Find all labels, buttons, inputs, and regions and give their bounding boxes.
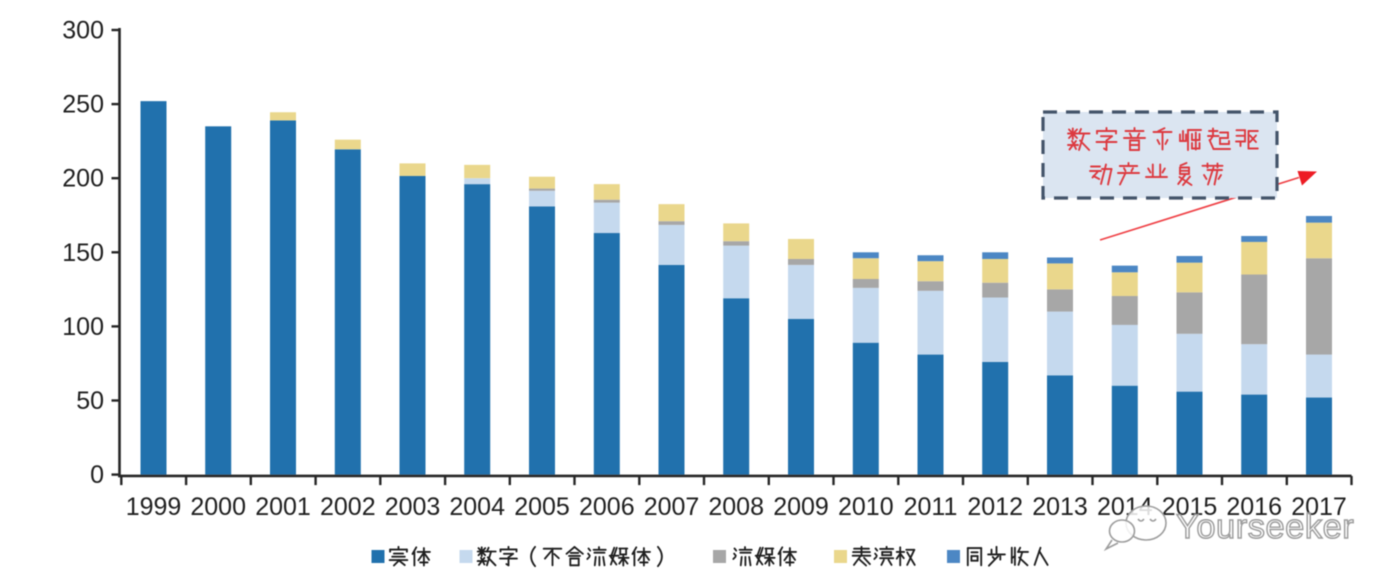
svg-text:2000: 2000 (190, 493, 246, 521)
svg-text:2007: 2007 (644, 493, 700, 521)
svg-text:2004: 2004 (449, 493, 505, 521)
svg-text:150: 150 (62, 239, 104, 267)
svg-text:200: 200 (62, 165, 104, 193)
svg-text:2002: 2002 (320, 493, 376, 521)
svg-text:2005: 2005 (514, 493, 570, 521)
svg-text:1999: 1999 (126, 493, 182, 521)
svg-text:Yourseeker: Yourseeker (1176, 508, 1354, 546)
svg-text:2006: 2006 (579, 493, 635, 521)
svg-text:50: 50 (76, 387, 104, 415)
svg-text:2011: 2011 (904, 493, 958, 521)
svg-text:2001: 2001 (255, 493, 311, 521)
svg-text:2013: 2013 (1032, 493, 1088, 521)
svg-text:2016: 2016 (1226, 493, 1282, 521)
svg-text:2003: 2003 (385, 493, 441, 521)
svg-text:2015: 2015 (1162, 493, 1218, 521)
svg-text:100: 100 (62, 313, 104, 341)
svg-text:2009: 2009 (773, 493, 829, 521)
svg-text:0: 0 (90, 461, 104, 489)
svg-text:2012: 2012 (967, 493, 1023, 521)
svg-text:2010: 2010 (838, 493, 894, 521)
svg-text:300: 300 (62, 17, 104, 45)
svg-text:2008: 2008 (708, 493, 764, 521)
svg-text:2017: 2017 (1291, 493, 1347, 521)
svg-text:250: 250 (62, 91, 104, 119)
